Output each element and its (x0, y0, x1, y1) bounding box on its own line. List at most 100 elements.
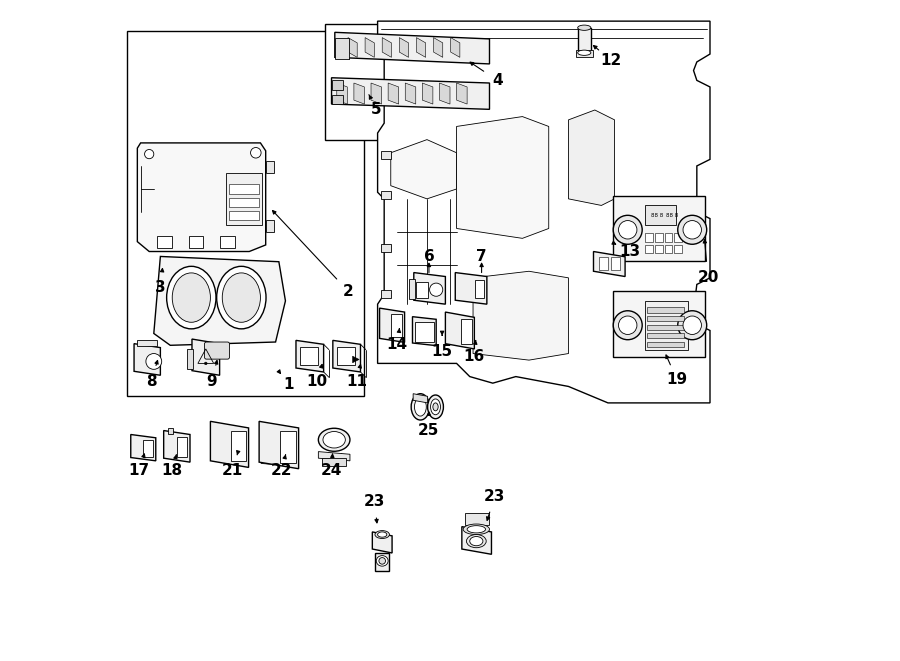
Bar (598, 256, 608, 270)
Ellipse shape (578, 25, 591, 30)
Polygon shape (365, 38, 374, 58)
Polygon shape (134, 344, 160, 375)
Text: 88 8: 88 8 (651, 214, 663, 219)
Bar (381, 191, 391, 199)
Bar (331, 81, 344, 90)
Ellipse shape (172, 273, 211, 323)
Bar (128, 31, 364, 397)
Text: 24: 24 (320, 463, 342, 478)
Polygon shape (331, 78, 490, 109)
Polygon shape (462, 527, 491, 555)
Ellipse shape (166, 266, 216, 329)
Polygon shape (380, 308, 405, 342)
Bar (335, 38, 349, 59)
Text: 7: 7 (476, 249, 487, 264)
Polygon shape (405, 83, 416, 104)
Bar (186, 349, 194, 369)
Circle shape (613, 311, 643, 340)
Polygon shape (138, 143, 266, 252)
Circle shape (683, 316, 701, 334)
Circle shape (618, 221, 637, 239)
Polygon shape (446, 312, 474, 349)
Polygon shape (456, 116, 549, 239)
FancyBboxPatch shape (204, 342, 230, 359)
Text: 17: 17 (129, 463, 150, 478)
Circle shape (204, 362, 207, 365)
Bar (230, 198, 259, 207)
Text: 14: 14 (387, 338, 408, 352)
Circle shape (678, 311, 707, 340)
Polygon shape (164, 430, 190, 462)
Bar (300, 347, 319, 366)
Polygon shape (417, 38, 426, 58)
Text: 18: 18 (162, 463, 183, 478)
Bar (578, 28, 591, 53)
Text: 19: 19 (667, 372, 688, 387)
Ellipse shape (323, 432, 346, 448)
Text: 88 8: 88 8 (666, 214, 678, 219)
Text: 4: 4 (492, 73, 503, 88)
Text: 22: 22 (271, 463, 292, 478)
Polygon shape (400, 38, 409, 58)
Bar (230, 211, 259, 220)
Circle shape (429, 283, 443, 296)
Polygon shape (382, 38, 392, 58)
Bar (654, 245, 662, 253)
Bar (381, 244, 391, 252)
Circle shape (618, 316, 637, 334)
Bar (674, 233, 682, 242)
Polygon shape (434, 38, 443, 58)
Bar (230, 184, 259, 194)
Polygon shape (473, 271, 569, 360)
Bar (266, 161, 274, 173)
Polygon shape (354, 83, 364, 104)
Bar (576, 50, 593, 57)
Ellipse shape (319, 428, 350, 451)
Text: 10: 10 (307, 373, 328, 389)
Bar (647, 316, 684, 321)
Polygon shape (259, 421, 299, 469)
Polygon shape (319, 451, 350, 461)
Bar (415, 322, 434, 342)
Text: 23: 23 (364, 494, 385, 509)
Text: 13: 13 (619, 244, 640, 259)
Bar (322, 458, 346, 466)
Text: 1: 1 (284, 377, 294, 392)
Polygon shape (348, 38, 357, 58)
Polygon shape (154, 256, 285, 345)
Bar (331, 95, 344, 104)
Bar (142, 440, 153, 457)
Bar (465, 514, 489, 525)
Bar (475, 280, 484, 297)
Bar (392, 314, 402, 337)
Bar (674, 245, 682, 253)
Polygon shape (391, 139, 456, 199)
Circle shape (678, 215, 707, 245)
Bar (647, 307, 684, 313)
Polygon shape (371, 83, 382, 104)
Polygon shape (373, 532, 392, 553)
Bar (231, 430, 246, 461)
Polygon shape (211, 421, 248, 467)
Ellipse shape (467, 525, 485, 533)
Bar (158, 237, 172, 249)
Bar (220, 237, 235, 249)
Polygon shape (192, 339, 220, 375)
Bar (375, 553, 390, 571)
Circle shape (683, 221, 701, 239)
Ellipse shape (470, 537, 483, 546)
Ellipse shape (222, 273, 260, 323)
Text: 15: 15 (431, 344, 453, 359)
Bar (644, 301, 688, 350)
Polygon shape (414, 272, 446, 304)
Text: 2: 2 (343, 284, 354, 299)
Polygon shape (422, 83, 433, 104)
Circle shape (146, 354, 162, 369)
Bar (226, 173, 263, 225)
Bar (610, 256, 620, 270)
Ellipse shape (428, 395, 444, 418)
Ellipse shape (378, 532, 387, 537)
Ellipse shape (217, 266, 266, 329)
Bar (409, 279, 415, 299)
Ellipse shape (375, 531, 390, 539)
